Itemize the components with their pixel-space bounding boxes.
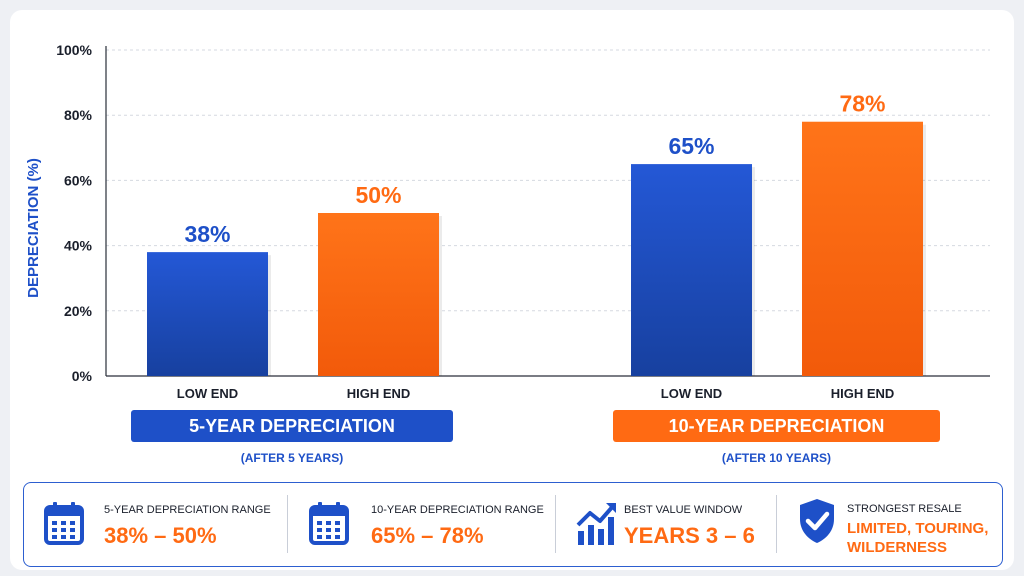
bar xyxy=(318,213,439,376)
y-tick-label: 80% xyxy=(64,107,93,123)
category-label: LOW END xyxy=(661,386,722,401)
y-tick-label: 0% xyxy=(72,368,93,384)
category-label: LOW END xyxy=(177,386,238,401)
summary-label: STRONGEST RESALE xyxy=(847,503,962,515)
group-subtitle-10-year: (AFTER 10 YEARS) xyxy=(721,451,832,465)
bar-value-label: 65% xyxy=(668,133,714,159)
group-banner-5-year: 5-YEAR DEPRECIATION xyxy=(131,410,453,442)
summary-label: 5-YEAR DEPRECIATION RANGE xyxy=(104,504,271,516)
summary-divider xyxy=(287,495,288,553)
y-tick-label: 100% xyxy=(56,42,92,58)
data-labels: 38% 50% 65% 78% xyxy=(184,91,885,247)
bar xyxy=(631,164,752,376)
category-label: HIGH END xyxy=(831,386,895,401)
y-tick-label: 60% xyxy=(64,172,93,188)
calendar-icon xyxy=(309,501,349,547)
y-tick-label: 40% xyxy=(64,238,93,254)
summary-value: LIMITED, TOURING, WILDERNESS xyxy=(847,520,989,556)
bar-value-label: 50% xyxy=(355,182,401,208)
group-subtitle-5-year: (AFTER 5 YEARS) xyxy=(240,451,344,465)
group-banner-10-year: 10-YEAR DEPRECIATION xyxy=(613,410,940,442)
bar-value-label: 78% xyxy=(839,91,885,117)
bar xyxy=(147,252,268,376)
bars xyxy=(147,121,926,376)
depreciation-bar-chart: 0% 20% 40% 60% 80% 100% 38% 50% 65% 78% LOW END H… xyxy=(25,42,990,401)
y-axis-title: DEPRECIATION (%) xyxy=(25,158,42,298)
y-tick-label: 20% xyxy=(64,303,93,319)
summary-value: 65% – 78% xyxy=(371,523,484,548)
calendar-icon xyxy=(44,501,84,547)
category-labels: LOW END HIGH END LOW END HIGH END xyxy=(177,386,894,401)
summary-label: 10-YEAR DEPRECIATION RANGE xyxy=(371,504,544,516)
summary-10-year-range: 10-YEAR DEPRECIATION RANGE 65% – 78% xyxy=(289,483,554,565)
summary-label: BEST VALUE WINDOW xyxy=(624,504,743,516)
summary-panel: 5-YEAR DEPRECIATION RANGE 38% – 50% 10-Y… xyxy=(23,482,1003,567)
shield-check-icon xyxy=(797,497,837,543)
summary-divider xyxy=(776,495,777,553)
summary-5-year-range: 5-YEAR DEPRECIATION RANGE 38% – 50% xyxy=(24,483,289,565)
summary-best-value-window: BEST VALUE WINDOW YEARS 3 – 6 xyxy=(556,483,781,565)
trend-chart-icon xyxy=(576,501,616,547)
category-label: HIGH END xyxy=(347,386,411,401)
summary-value: 38% – 50% xyxy=(104,523,217,548)
bar xyxy=(802,121,923,376)
y-tick-labels: 0% 20% 40% 60% 80% 100% xyxy=(56,42,92,384)
summary-strongest-resale: STRONGEST RESALE LIMITED, TOURING, WILDE… xyxy=(777,483,1002,565)
summary-value: YEARS 3 – 6 xyxy=(624,523,755,548)
summary-divider xyxy=(555,495,556,553)
bar-value-label: 38% xyxy=(184,221,230,247)
